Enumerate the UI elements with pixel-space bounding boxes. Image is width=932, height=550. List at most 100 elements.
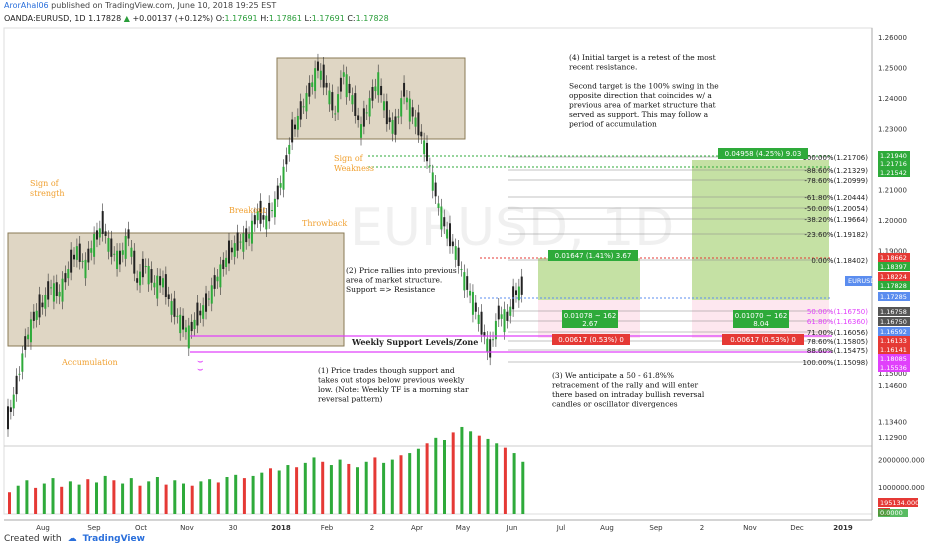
measure-box-label: 0.01647 (1.41%) 3.67: [555, 252, 632, 260]
candle-body: [331, 92, 334, 111]
measure-box-label: 0.04958 (4.25%) 9.03: [725, 150, 802, 158]
volume-last-tag: [878, 498, 918, 507]
candle-body: [184, 327, 187, 333]
candle-body: [368, 98, 371, 117]
candle-body: [219, 264, 222, 288]
candle-body: [457, 247, 460, 266]
volume-bar: [477, 435, 481, 514]
candle-body: [337, 94, 340, 113]
candle-body: [342, 72, 345, 77]
volume-bar: [364, 461, 368, 514]
note-n4-line: period of accumulation: [569, 120, 657, 129]
volume-bar: [190, 485, 194, 514]
price-tick-label: 1.23000: [878, 126, 907, 134]
candle-body: [391, 120, 394, 134]
volume-bar: [208, 479, 212, 514]
candle-body: [325, 82, 328, 88]
label-breakout: Breakout: [229, 206, 267, 215]
time-tick-label: Dec: [790, 524, 804, 532]
volume-bar: [347, 463, 351, 514]
candle-body: [205, 293, 208, 312]
note-n4-line: Second target is the 100% swing in the: [569, 82, 719, 91]
candle-body: [469, 290, 472, 296]
candle-body: [417, 112, 420, 136]
candle-body: [176, 315, 179, 317]
price-tag-label: 1.18085: [880, 355, 907, 363]
volume-bar: [312, 457, 316, 514]
tradingview-brand[interactable]: TradingView: [82, 534, 145, 544]
candle-body: [199, 310, 202, 316]
candle-body: [64, 273, 67, 283]
candle-body: [144, 265, 147, 267]
candle-body: [311, 82, 314, 87]
candle-body: [348, 83, 351, 94]
candle-body: [443, 217, 446, 227]
price-tag-label: 1.16141: [880, 346, 907, 354]
symbol-line: OANDA:EURUSD, 1D 1.17828 ▲ +0.00137 (+0.…: [4, 14, 389, 23]
note-n1-line: (1) Price trades though support and: [318, 366, 455, 375]
watermark: EURUSD, 1D: [350, 198, 674, 258]
volume-bar: [503, 447, 507, 514]
author-link[interactable]: ArorAhal06: [4, 1, 49, 10]
price-tag-label: 1.17285: [880, 293, 907, 301]
price-tag-label: 1.21940: [880, 152, 907, 160]
time-tick-label: Aug: [600, 524, 614, 532]
candle-body: [41, 302, 44, 308]
candle-body: [179, 314, 182, 334]
reversal-marker-icon: ⌣: [197, 356, 204, 367]
candle-body: [18, 373, 21, 375]
candle-body: [73, 254, 76, 260]
price-tag-label: 1.15536: [880, 364, 907, 372]
price-tick-label: 1.14600: [878, 382, 907, 390]
price-tick-label: 1.13400: [878, 419, 907, 427]
candle-body: [466, 276, 469, 290]
candle-body: [210, 285, 213, 304]
candle-body: [110, 238, 113, 257]
time-tick-label: Feb: [321, 524, 334, 532]
distribution-zone: [276, 57, 466, 140]
candle-body: [408, 98, 411, 122]
tradingview-logo-icon: ☁: [67, 534, 77, 544]
volume-bar: [216, 482, 220, 514]
candle-body: [121, 250, 124, 255]
candle-body: [70, 249, 73, 273]
candle-body: [360, 124, 363, 138]
candle-body: [492, 339, 495, 341]
price-tick-label: 1.15000: [878, 370, 907, 378]
candle-body: [322, 64, 325, 88]
candle-body: [426, 142, 429, 162]
candle-body: [500, 314, 503, 319]
volume-bar: [68, 481, 72, 514]
label-sign-of-strength-1: Sign of: [30, 179, 60, 188]
price-tag-label: 1.16133: [880, 337, 907, 345]
fib-level-label: 61.80%(1.16360): [807, 318, 868, 326]
fib-level-label: -23.60%(1.19182): [804, 231, 868, 239]
candle-body: [271, 210, 274, 212]
volume-bar: [408, 453, 412, 514]
candle-body: [405, 97, 408, 103]
price-tag: [878, 345, 910, 354]
price-tick-label: 1.21000: [878, 187, 907, 195]
candle-body: [308, 82, 311, 97]
candle-body: [437, 203, 440, 209]
fib-level-label: -50.00%(1.20054): [804, 205, 868, 213]
volume-bar: [295, 467, 299, 514]
candle-body: [52, 283, 55, 302]
candle-body: [276, 185, 279, 200]
change-value: +0.00137 (+0.12%): [132, 14, 214, 23]
candle-body: [81, 260, 84, 262]
high-label: H:: [260, 14, 269, 23]
volume-bar: [399, 455, 403, 514]
candle-body: [377, 72, 380, 96]
price-tag: [878, 354, 910, 363]
candle-body: [446, 229, 449, 239]
candle-body: [440, 206, 443, 230]
volume-bar: [425, 443, 429, 514]
price-tag: [878, 272, 910, 281]
candle-body: [371, 86, 374, 101]
price-tag: [878, 307, 910, 316]
candle-body: [95, 230, 98, 240]
candle-body: [351, 95, 354, 105]
indicator-value: 0.0000: [880, 509, 903, 517]
